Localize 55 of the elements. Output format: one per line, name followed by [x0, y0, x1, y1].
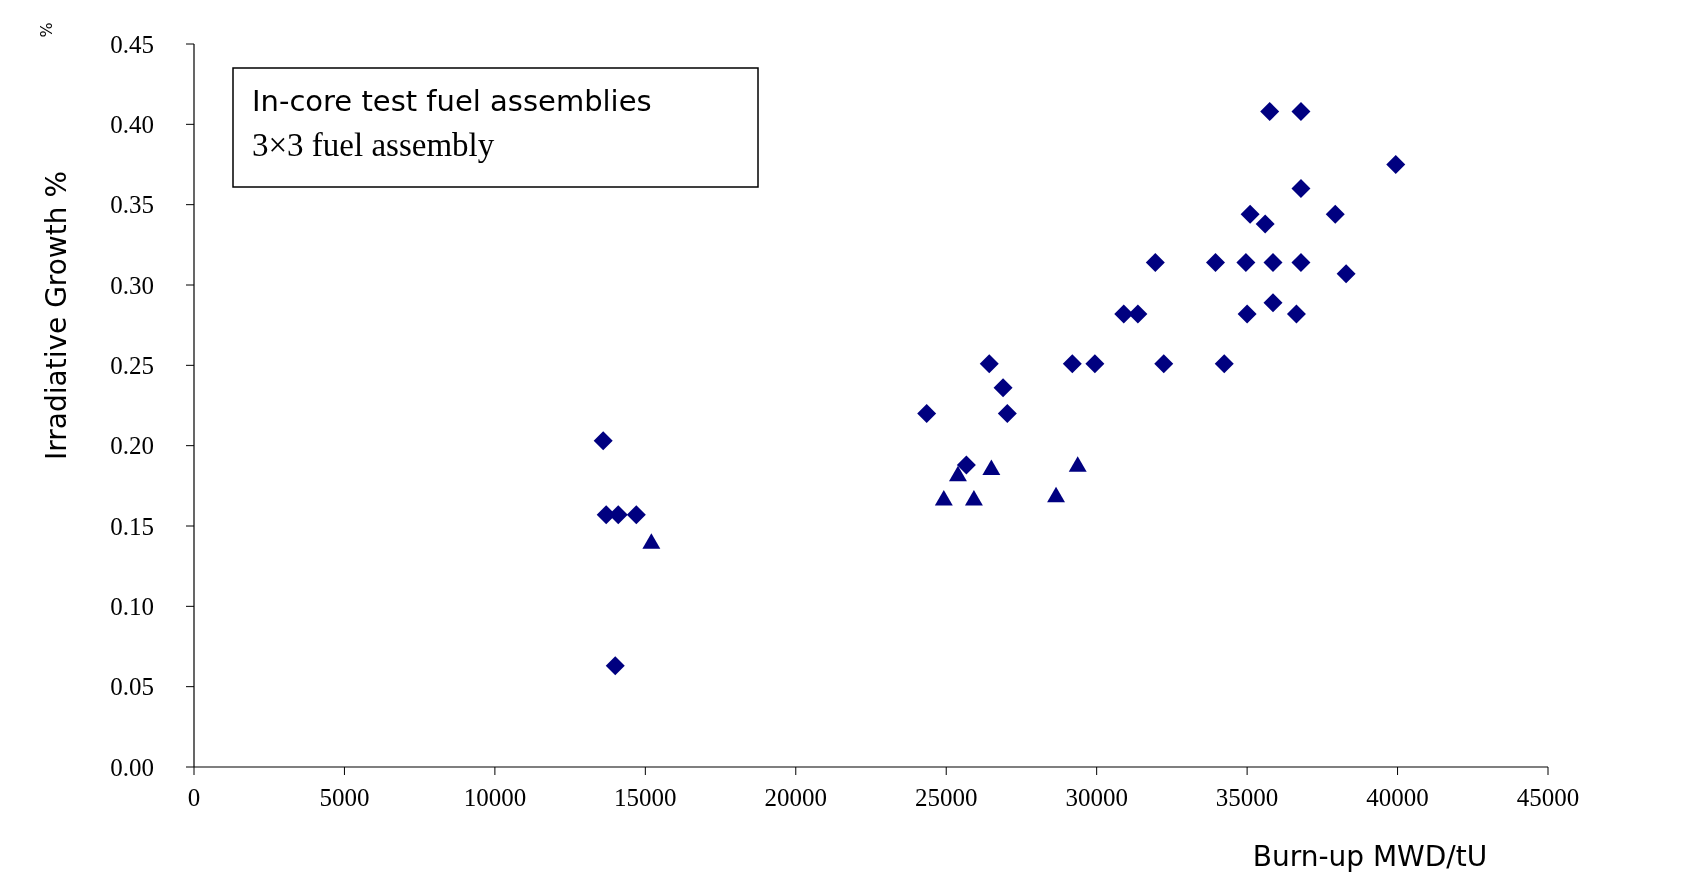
point — [993, 378, 1013, 398]
point — [626, 505, 646, 525]
point — [997, 404, 1017, 424]
text: % — [37, 22, 56, 38]
annotation: In-core test fuel assemblies — [252, 84, 652, 118]
point — [1206, 253, 1226, 272]
x-tick-label: 20000 — [764, 784, 828, 811]
point — [1128, 304, 1148, 324]
point — [979, 354, 999, 374]
x-axis-title: Burn-up MWD/tU — [1252, 840, 1488, 873]
y-tick-label: 0.15 — [110, 512, 154, 540]
annotation: 3×3 fuel assembly — [252, 127, 495, 163]
x-tick-label: 15000 — [614, 784, 677, 811]
point — [1062, 354, 1082, 374]
y-tick-label: 0.40 — [110, 111, 154, 139]
point — [1325, 204, 1345, 224]
x-tick-label: 30000 — [1065, 784, 1128, 811]
y-tick-label: 0.25 — [110, 352, 154, 380]
point — [1291, 101, 1311, 121]
x-tick-label: 10000 — [463, 784, 527, 811]
point — [1291, 253, 1311, 272]
x-tick-label: 5000 — [319, 784, 370, 811]
point — [1214, 354, 1234, 374]
point — [1336, 264, 1356, 284]
point — [956, 455, 976, 475]
x-tick-label: 35000 — [1215, 784, 1279, 811]
y-tick-label: 0.35 — [110, 191, 154, 219]
y-tick-label: 0.00 — [110, 753, 154, 781]
point — [1114, 304, 1134, 324]
y-tick-label: 0.05 — [110, 673, 154, 701]
point — [1260, 101, 1280, 121]
point — [1286, 304, 1306, 324]
y-tick-label: 0.20 — [110, 432, 154, 460]
point — [1263, 293, 1283, 313]
point — [1237, 304, 1257, 324]
x-tick-label: 25000 — [914, 784, 978, 811]
point — [1240, 204, 1260, 224]
point — [917, 404, 937, 424]
y-tick-label: 0.10 — [110, 593, 154, 621]
x-tick-label: 40000 — [1366, 784, 1429, 811]
point — [605, 656, 625, 676]
y-axis-title: Irradiative Growth % — [40, 171, 73, 460]
point — [1291, 179, 1311, 199]
point — [1263, 253, 1283, 272]
point — [593, 431, 613, 451]
point — [1085, 354, 1105, 374]
y-tick-label: 0.30 — [110, 271, 154, 299]
x-tick-label: 0 — [187, 784, 201, 811]
x-tick-label: 45000 — [1516, 784, 1580, 811]
point — [1236, 253, 1256, 272]
point — [1386, 155, 1406, 174]
point — [1154, 354, 1174, 374]
point — [1255, 214, 1275, 234]
y-tick-label: 0.45 — [110, 30, 154, 58]
point — [1145, 253, 1165, 272]
